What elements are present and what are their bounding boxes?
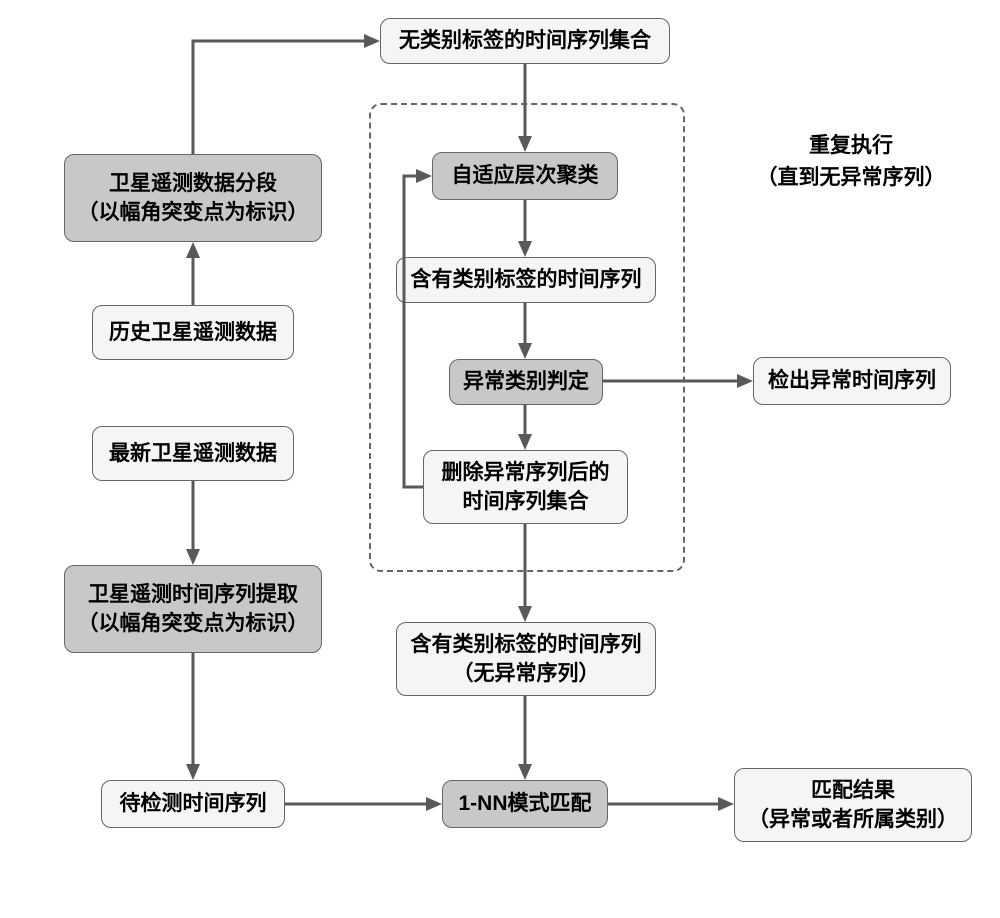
- node-result: 匹配结果（异常或者所属类别）: [734, 768, 972, 842]
- label: 删除异常序列后的时间序列集合: [442, 458, 610, 517]
- label: 异常类别判定: [463, 367, 589, 396]
- label: 待检测时间序列: [120, 789, 267, 818]
- node-unlabeled-set: 无类别标签的时间序列集合: [380, 18, 670, 64]
- edge-seg-to-top: [193, 41, 366, 154]
- node-segmentation: 卫星遥测数据分段（以幅角突变点为标识）: [64, 154, 322, 242]
- node-anomaly-judge: 异常类别判定: [449, 359, 603, 405]
- arrowhead-detect-to-match: [426, 797, 442, 811]
- node-1nn-match: 1-NN模式匹配: [442, 780, 608, 828]
- node-new-data: 最新卫星遥测数据: [92, 426, 294, 481]
- arrowhead-judge-to-detected: [737, 374, 753, 388]
- node-clustering: 自适应层次聚类: [432, 152, 618, 200]
- label: 1-NN模式匹配: [458, 789, 591, 818]
- arrowhead-hist-to-seg: [186, 242, 200, 258]
- node-labeled-2: 含有类别标签的时间序列（无异常序列）: [396, 622, 656, 696]
- label: 最新卫星遥测数据: [109, 439, 277, 468]
- node-to-detect: 待检测时间序列: [101, 780, 285, 828]
- node-after-delete: 删除异常序列后的时间序列集合: [423, 450, 628, 524]
- label: 自适应层次聚类: [452, 161, 599, 190]
- label: 卫星遥测时间序列提取（以幅角突变点为标识）: [78, 580, 309, 639]
- node-extract: 卫星遥测时间序列提取（以幅角突变点为标识）: [64, 565, 322, 653]
- label: 重复执行（直到无异常序列）: [757, 134, 946, 189]
- label: 匹配结果（异常或者所属类别）: [748, 776, 958, 835]
- label: 历史卫星遥测数据: [109, 318, 277, 347]
- node-historical-data: 历史卫星遥测数据: [92, 305, 294, 360]
- label: 无类别标签的时间序列集合: [399, 26, 651, 55]
- iteration-annotation: 重复执行（直到无异常序列）: [726, 130, 976, 193]
- label: 检出异常时间序列: [768, 366, 936, 395]
- arrowhead-match-to-result: [718, 797, 734, 811]
- label: 卫星遥测数据分段（以幅角突变点为标识）: [78, 169, 309, 228]
- arrowhead-lab2-to-match: [518, 764, 532, 780]
- node-labeled-1: 含有类别标签的时间序列: [396, 257, 656, 303]
- arrowhead-extract-to-detect: [186, 764, 200, 780]
- node-anomaly-detected: 检出异常时间序列: [753, 357, 951, 405]
- label: 含有类别标签的时间序列: [411, 265, 642, 294]
- arrowhead-seg-to-top: [364, 34, 380, 48]
- arrowhead-deleted-to-lab2: [518, 606, 532, 622]
- arrowhead-new-to-extract: [186, 549, 200, 565]
- label: 含有类别标签的时间序列（无异常序列）: [411, 630, 642, 689]
